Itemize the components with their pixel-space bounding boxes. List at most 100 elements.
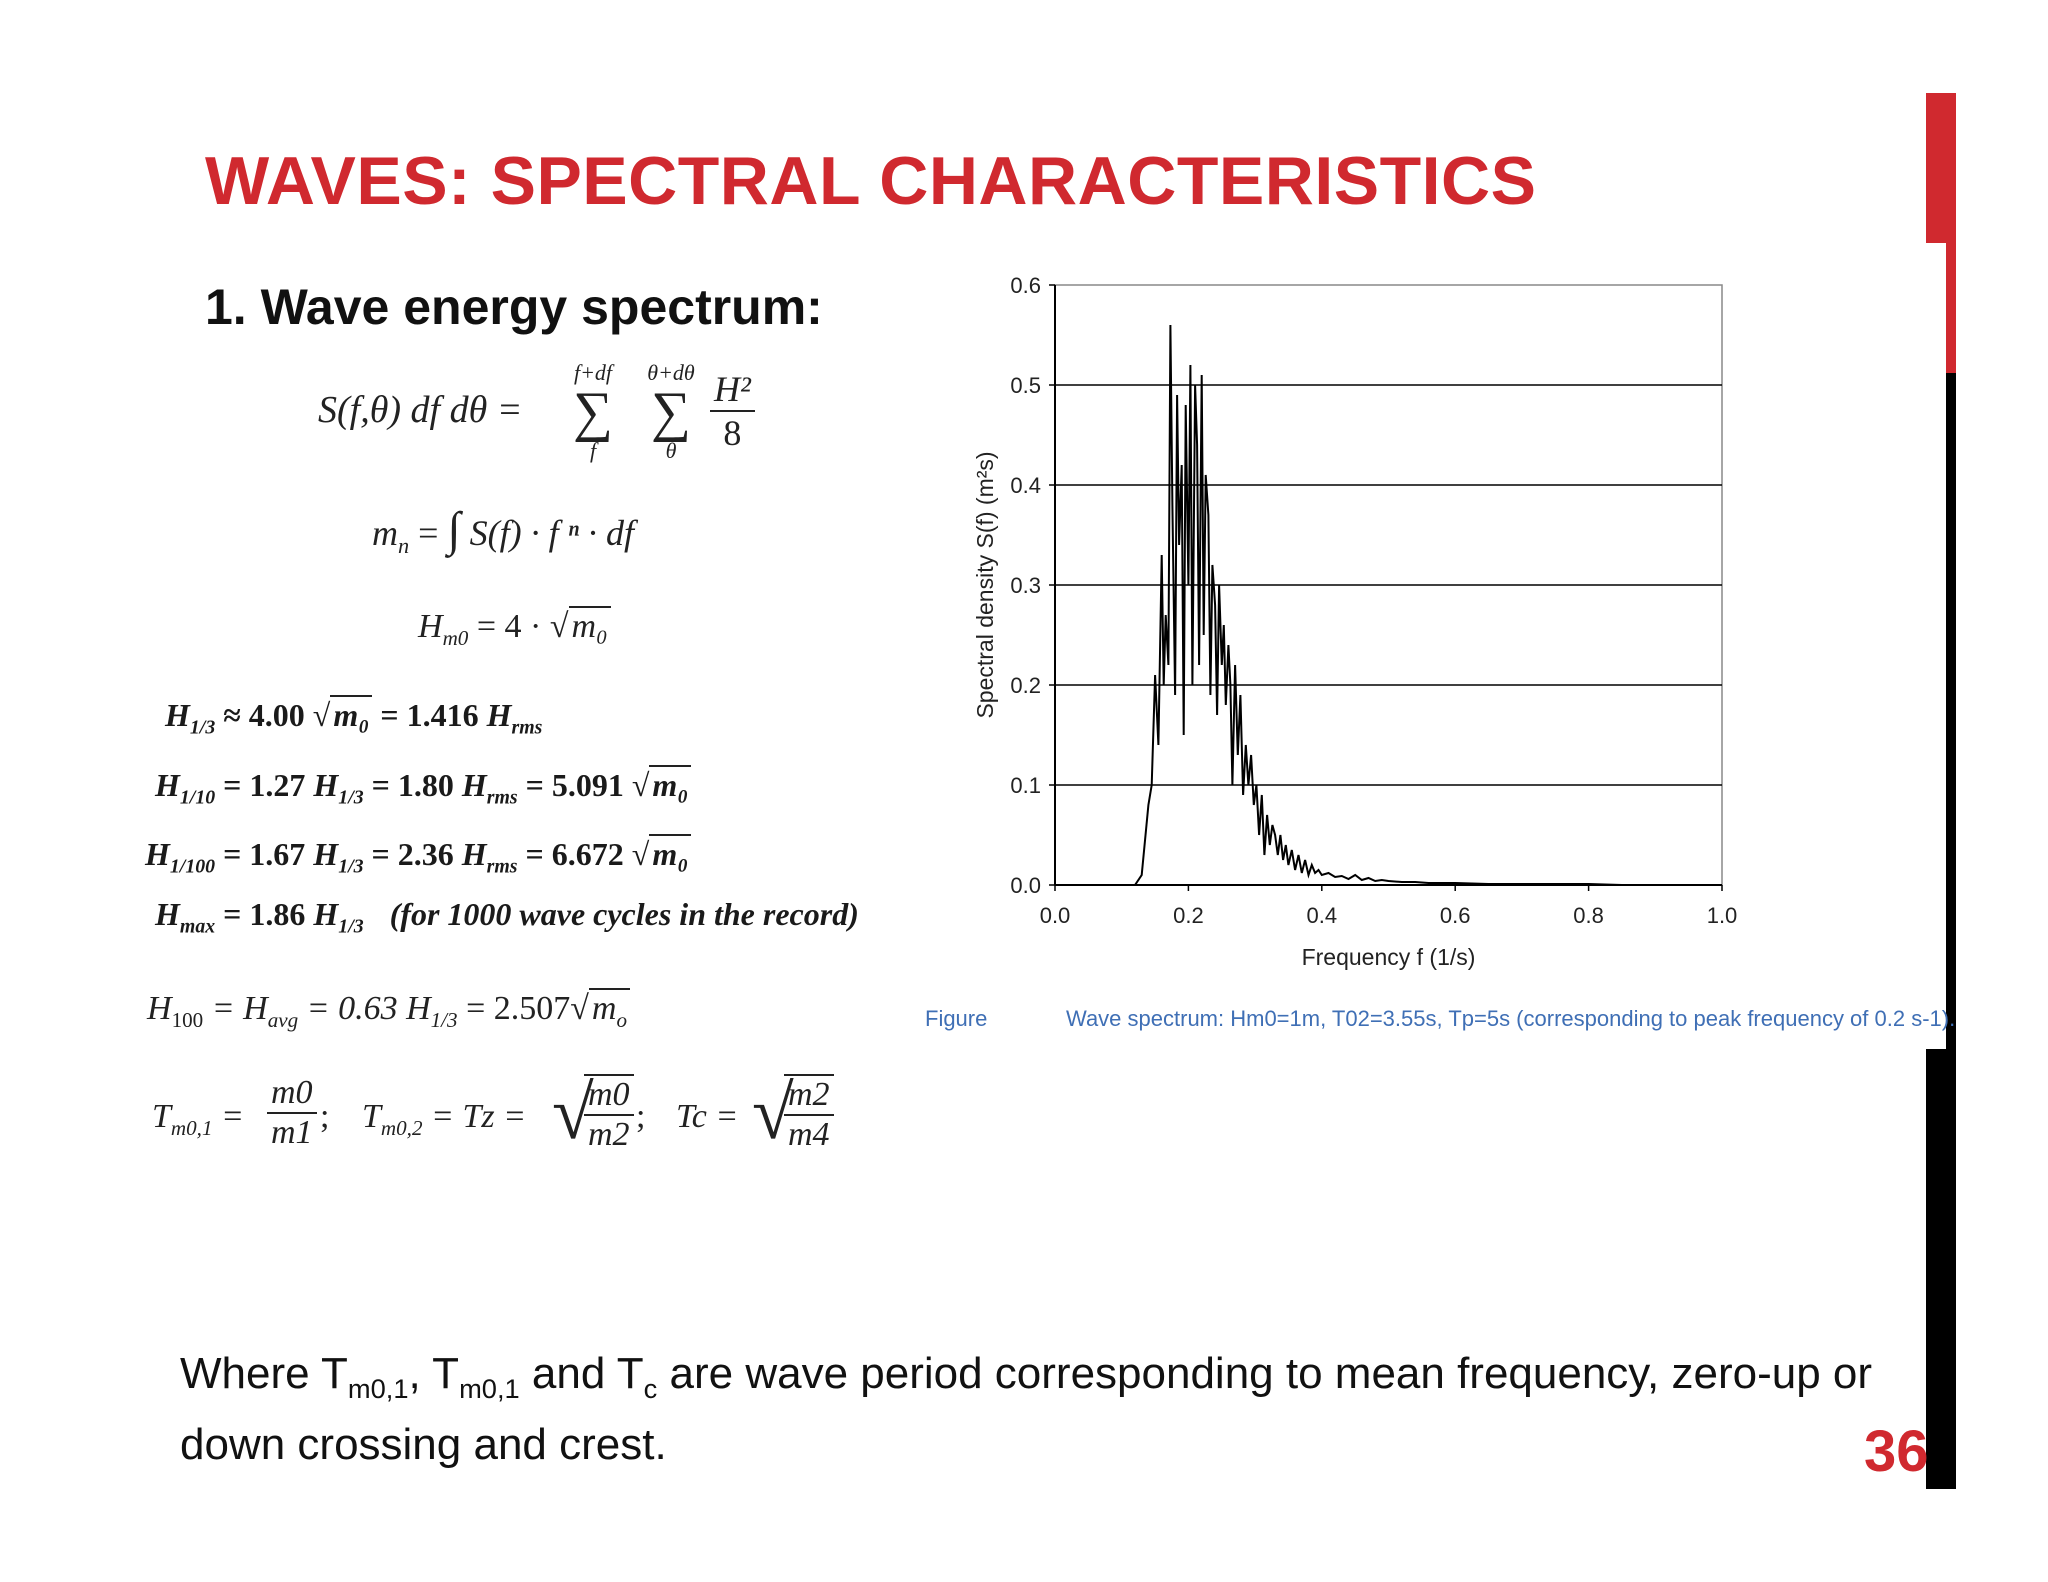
x-axis-label: Frequency f (1/s) — [1302, 944, 1476, 970]
t02-mid: = Tz = — [431, 1098, 527, 1135]
h100-symbol: H — [147, 990, 172, 1027]
eq1-sum2-bottom: θ — [665, 438, 677, 463]
h100-root-m: m — [591, 990, 617, 1027]
h100-root-sub: o — [616, 1007, 628, 1032]
equation-hmax: Hmax = 1.86 H1/3 (for 1000 wave cycles i… — [155, 896, 859, 938]
t02-den: m2 — [588, 1116, 630, 1153]
h100-avg-sub: avg — [267, 1007, 299, 1032]
t02-fraction: m0 m2 — [584, 1074, 634, 1154]
h100-root: mo — [588, 988, 631, 1033]
y-tick-label: 0.2 — [1010, 673, 1041, 698]
h13-coef2: = 1.416 — [380, 697, 479, 733]
note-sub-2: m0,1 — [459, 1372, 520, 1404]
spectrum-series-line — [1055, 324, 1722, 886]
section-heading: 1. Wave energy spectrum: — [205, 279, 823, 335]
h110-root: m₀ — [649, 765, 692, 804]
h100-coef: = 0.63 H — [306, 990, 431, 1027]
y-tick-label: 0.4 — [1010, 473, 1041, 498]
h110-hrms: H — [461, 767, 487, 803]
eq1-sum1-top: f+df — [573, 360, 613, 385]
t02: Tm0,2 = Tz = — [362, 1098, 526, 1141]
page-number: 36 — [1864, 1419, 1929, 1484]
h1100-root: m₀ — [649, 834, 692, 873]
tc-fraction: m2 m4 — [784, 1074, 834, 1154]
tc-den: m4 — [788, 1116, 830, 1153]
h13-coef: ≈ 4.00 — [223, 697, 305, 733]
black-bar-thin — [1946, 373, 1956, 1049]
h13-rms-sub: rms — [511, 716, 543, 739]
h1100-hrms: H — [461, 836, 487, 872]
equation-h1100: H1/100 = 1.67 H1/3 = 2.36 Hrms = 6.672 √… — [145, 834, 692, 878]
hmax-coef: = 1.86 — [223, 896, 306, 932]
sqrt-icon: √ — [312, 697, 331, 733]
accent-bar-thin — [1946, 243, 1956, 373]
note-text-1: Where T — [180, 1349, 348, 1398]
h1100-sub: 1/100 — [169, 855, 216, 878]
h110-symbol: H — [155, 767, 180, 803]
tc-num: m2 — [784, 1076, 834, 1116]
eq2-left: m — [372, 513, 398, 553]
eq1-left: S(f,θ) df dθ = — [318, 389, 523, 431]
hmax-note: (for 1000 wave cycles in the record) — [389, 896, 859, 932]
t01-fraction: m0 m1 — [267, 1074, 317, 1152]
note-paragraph: Where Tm0,1, Tm0,1 and Tc are wave perio… — [180, 1346, 1890, 1473]
eq1-sum1: f+df ∑ f — [563, 360, 623, 464]
note-text-4: are wave period corresponding to mean fr… — [180, 1349, 1873, 1469]
accent-bar-top — [1926, 93, 1956, 243]
equation-h13: H1/3 ≈ 4.00 √m₀ = 1.416 Hrms — [165, 695, 542, 739]
h1100-rms-sub: rms — [486, 855, 518, 878]
eq1-sum1-bottom: f — [589, 438, 597, 463]
eq1-sum2: θ+dθ ∑ θ — [636, 360, 706, 464]
hmax-h: H — [313, 896, 339, 932]
equation-h100: H100 = Havg = 0.63 H1/3 = 2.507√mo — [147, 988, 631, 1033]
y-tick-label: 0.1 — [1010, 773, 1041, 798]
sqrt-icon: √ — [631, 767, 650, 803]
sigma-icon: ∑ — [651, 381, 691, 443]
h100-havg: = H — [211, 990, 268, 1027]
y-tick-label: 0.5 — [1010, 373, 1041, 398]
h110-coef: = 1.27 — [223, 767, 306, 803]
h110-h-sub: 1/3 — [338, 786, 364, 809]
h13-hrms: H — [486, 697, 512, 733]
eq3-root: m₀ — [568, 606, 611, 646]
sqrt-icon: √ — [549, 608, 569, 645]
x-tick-label: 0.4 — [1307, 903, 1338, 928]
note-text-3: and T — [519, 1349, 644, 1398]
h1100-coef: = 1.67 — [223, 836, 306, 872]
note-sub-3: c — [643, 1372, 658, 1404]
figure-caption: Wave spectrum: Hm0=1m, T02=3.55s, Tp=5s … — [1066, 1006, 1956, 1031]
eq3-left: H — [418, 608, 443, 645]
x-tick-label: 0.6 — [1440, 903, 1471, 928]
page-title: WAVES: SPECTRAL CHARACTERISTICS — [205, 143, 1537, 219]
eq3-sub: m0 — [442, 625, 469, 650]
sigma-icon: ∑ — [573, 381, 613, 443]
note-text-2: , T — [408, 1349, 460, 1398]
x-tick-label: 1.0 — [1707, 903, 1738, 928]
eq1-den: 8 — [723, 413, 742, 453]
hmax-sub: max — [179, 915, 216, 938]
equation-hm0: Hm0 = 4 · √m₀ — [418, 606, 611, 651]
eq1-num: H² — [710, 368, 755, 412]
y-axis-label: Spectral density S(f) (m²s) — [972, 451, 998, 718]
h1100-h: H — [313, 836, 339, 872]
t01: Tm0,1 = — [152, 1098, 244, 1140]
h110-coef2: = 1.80 — [371, 767, 454, 803]
t01-sub: m0,1 — [170, 1115, 213, 1140]
hmax-h-sub: 1/3 — [338, 915, 364, 938]
y-tick-label: 0.6 — [1010, 273, 1041, 298]
h1100-coef3: = 6.672 — [525, 836, 624, 872]
x-tick-label: 0.8 — [1573, 903, 1604, 928]
sqrt-icon: √ — [552, 1071, 594, 1155]
t02-num: m0 — [584, 1076, 634, 1116]
sqrt-icon: √ — [631, 836, 650, 872]
integral-icon: ∫ — [447, 503, 461, 556]
figure-label: Figure — [925, 1006, 988, 1031]
h110-rms-sub: rms — [486, 786, 518, 809]
eq1-fraction: H² 8 — [710, 368, 755, 454]
t02-symbol: T — [362, 1098, 381, 1135]
h110-h: H — [313, 767, 339, 803]
equation-moment: mn = ∫ S(f) · f ⁿ · df — [372, 503, 634, 559]
eq3-right: = 4 · — [476, 608, 542, 645]
x-tick-label: 0.0 — [1040, 903, 1071, 928]
equation-h110: H1/10 = 1.27 H1/3 = 1.80 Hrms = 5.091 √m… — [155, 765, 692, 809]
